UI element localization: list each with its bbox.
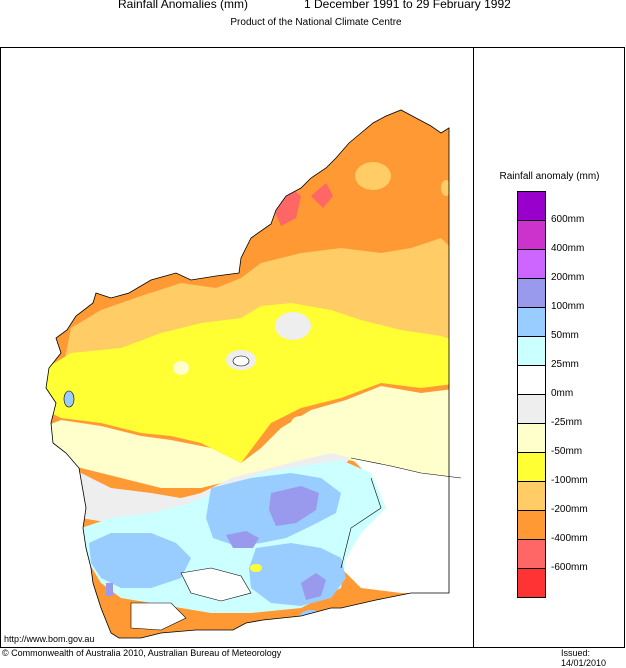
legend-swatch xyxy=(517,511,546,540)
legend-label: 50mm xyxy=(551,330,579,341)
legend-label: 0mm xyxy=(551,388,574,399)
legend-label: -200mm xyxy=(551,504,588,515)
legend-swatch xyxy=(517,279,546,308)
map-subtitle: Product of the National Climate Centre xyxy=(230,17,402,28)
legend-swatch xyxy=(517,221,546,250)
legend-swatch xyxy=(517,337,546,366)
legend-title: Rainfall anomaly (mm) xyxy=(499,171,600,182)
rainfall-anomaly-map xyxy=(45,109,462,639)
legend-swatches xyxy=(517,191,546,598)
legend-swatch xyxy=(517,540,546,569)
legend-label: 400mm xyxy=(551,243,585,254)
legend-label: 25mm xyxy=(551,359,579,370)
legend-swatch xyxy=(517,191,546,221)
legend-swatch xyxy=(517,308,546,337)
legend-label: 600mm xyxy=(551,214,585,225)
issued-date: Issued: 14/01/2010 xyxy=(561,648,607,668)
frame-divider xyxy=(473,47,474,648)
legend-swatch xyxy=(517,453,546,482)
period-text: 1 December 1991 to 29 February 1992 xyxy=(304,0,511,11)
legend-label: -400mm xyxy=(551,533,588,544)
legend-label: -100mm xyxy=(551,475,588,486)
map-frame xyxy=(0,47,625,648)
state-outline xyxy=(45,109,450,639)
contour-lines xyxy=(63,355,462,631)
legend-label: -25mm xyxy=(551,417,583,428)
legend-swatch xyxy=(517,482,546,511)
legend-swatch xyxy=(517,366,546,395)
copyright-text: © Commonwealth of Australia 2010, Austra… xyxy=(2,648,282,658)
anomaly-fill-layer xyxy=(46,110,449,638)
map-title: Rainfall Anomalies (mm) 1 December 1991 … xyxy=(0,0,626,13)
title-text: Rainfall Anomalies (mm) xyxy=(118,0,249,11)
legend-swatch xyxy=(517,395,546,424)
legend-label: 100mm xyxy=(551,301,585,312)
legend-label: -600mm xyxy=(551,562,588,573)
legend-swatch xyxy=(517,424,546,453)
source-url[interactable]: http://www.bom.gov.au xyxy=(4,634,95,644)
legend-label: -50mm xyxy=(551,446,583,457)
legend-swatch xyxy=(517,569,546,598)
legend-label: 200mm xyxy=(551,272,585,283)
legend-swatch xyxy=(517,250,546,279)
